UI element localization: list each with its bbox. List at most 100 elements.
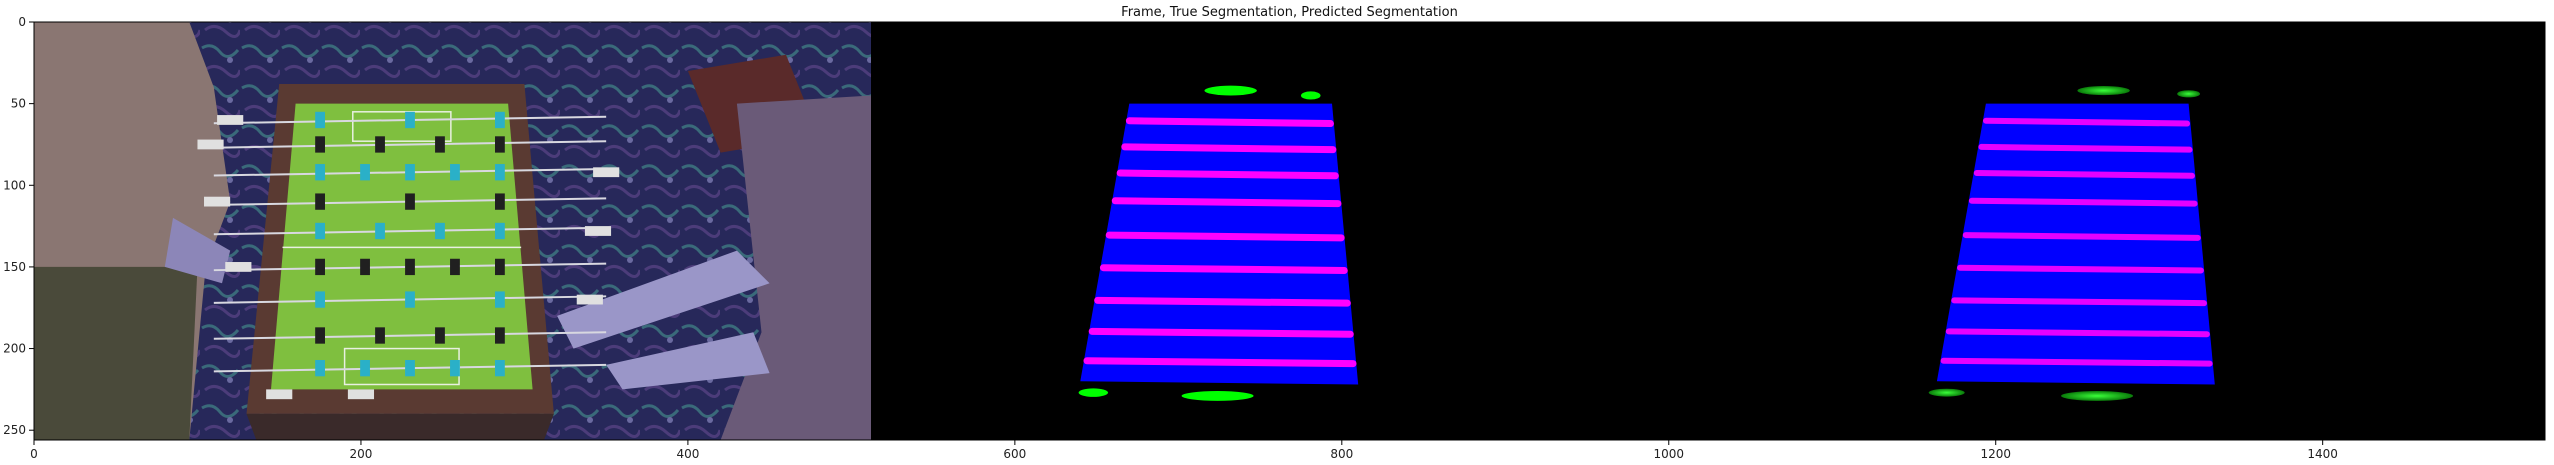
rod-handle	[217, 115, 244, 125]
x-tick-label: 1400	[2307, 447, 2338, 461]
foosman	[360, 258, 370, 276]
foosman	[315, 291, 325, 308]
rod-handle	[204, 196, 231, 207]
player-right-arm-lower	[606, 332, 770, 390]
foosman	[360, 164, 370, 181]
rod-mask	[1973, 170, 2195, 179]
goal-marker-mask	[1204, 85, 1257, 96]
foosman	[495, 193, 505, 210]
y-tick-label: 100	[3, 178, 26, 192]
x-axis: 0 200 400 600 800 1000 1200 1400	[30, 440, 2338, 461]
y-tick-label: 250	[3, 423, 26, 437]
foosman	[405, 359, 415, 377]
foosman	[495, 164, 505, 181]
rod-mask	[1094, 296, 1351, 307]
foosman	[375, 327, 385, 344]
rod-handle	[266, 389, 293, 400]
foosman	[360, 359, 370, 377]
true-segmentation-panel	[871, 22, 1708, 440]
foosman	[315, 193, 325, 210]
field-goal-box-top	[352, 111, 452, 142]
foosman	[405, 193, 415, 210]
foosman	[495, 291, 505, 308]
rod-mask	[1968, 197, 2198, 207]
foosman	[495, 136, 505, 153]
chart-title: Frame, True Segmentation, Predicted Segm…	[1121, 5, 1458, 20]
goal-marker-mask	[1078, 388, 1109, 397]
predicted-segmentation-panel	[1708, 22, 2545, 440]
rod-mask	[1951, 297, 2207, 307]
player-right-arm	[557, 250, 770, 349]
axes-frame	[33, 21, 2546, 441]
foosman	[315, 359, 325, 377]
foosman	[450, 164, 460, 181]
rod-handle	[584, 226, 612, 236]
rod	[213, 331, 607, 340]
rod-mask	[1957, 264, 2204, 274]
y-tick-label: 50	[11, 97, 26, 111]
rod-mask	[1088, 327, 1354, 338]
rod-mask	[1111, 197, 1342, 208]
foosman	[405, 291, 415, 308]
y-tick-label: 200	[3, 342, 26, 356]
rod-handle	[576, 294, 603, 305]
foosman	[315, 136, 325, 153]
foosman	[315, 222, 325, 240]
foosman	[435, 136, 445, 153]
rod-handle	[225, 262, 252, 272]
player-left-shorts	[34, 266, 198, 440]
image-area	[34, 22, 2545, 440]
goal-marker-mask	[2061, 391, 2134, 401]
foosman	[450, 258, 460, 276]
rod-handle	[347, 389, 375, 400]
rod-handle	[197, 139, 224, 150]
rod-mask	[1962, 232, 2201, 241]
x-tick-label: 400	[676, 447, 699, 461]
foosman	[495, 111, 505, 129]
foosman	[405, 164, 415, 181]
y-tick-label: 0	[18, 15, 26, 29]
goal-marker-mask	[2177, 90, 2201, 98]
x-tick-label: 1000	[1653, 447, 1684, 461]
foosman	[375, 222, 385, 240]
x-tick-label: 0	[30, 447, 38, 461]
x-tick-label: 600	[1003, 447, 1026, 461]
rod-mask	[1125, 117, 1334, 128]
x-tick-label: 200	[350, 447, 373, 461]
rod-mask	[1083, 357, 1357, 368]
table-base	[246, 413, 554, 440]
foosman	[405, 111, 415, 129]
y-axis: 0 50 100 150 200 250	[3, 15, 34, 437]
x-tick-label: 800	[1330, 447, 1353, 461]
foosman	[495, 359, 505, 377]
rod-mask	[1978, 143, 2193, 153]
y-tick-label: 150	[3, 260, 26, 274]
foosman	[315, 327, 325, 344]
rod-mask	[1940, 357, 2213, 367]
x-tick-label: 1200	[1980, 447, 2011, 461]
rod-mask	[1116, 169, 1339, 180]
rod-handle	[593, 167, 620, 178]
rod-mask	[1121, 143, 1337, 154]
rod-mask	[1105, 231, 1345, 242]
rod-mask	[1945, 328, 2210, 338]
foosman	[315, 111, 325, 129]
rod	[213, 140, 607, 149]
foosman	[495, 258, 505, 276]
player-left-arm	[164, 217, 231, 284]
table-field	[271, 103, 533, 390]
foosman	[435, 222, 445, 240]
goal-marker-mask	[1300, 91, 1321, 100]
rod-mask	[1983, 117, 2191, 127]
rod	[213, 226, 607, 236]
foosman	[405, 258, 415, 276]
goal-marker-mask	[1181, 391, 1254, 401]
foosman	[315, 258, 325, 276]
rod-mask	[1099, 264, 1348, 275]
foosman	[495, 327, 505, 344]
frame-panel	[34, 22, 871, 440]
goal-marker-mask	[1928, 388, 1965, 397]
foosman	[435, 327, 445, 344]
foosman	[375, 136, 385, 153]
